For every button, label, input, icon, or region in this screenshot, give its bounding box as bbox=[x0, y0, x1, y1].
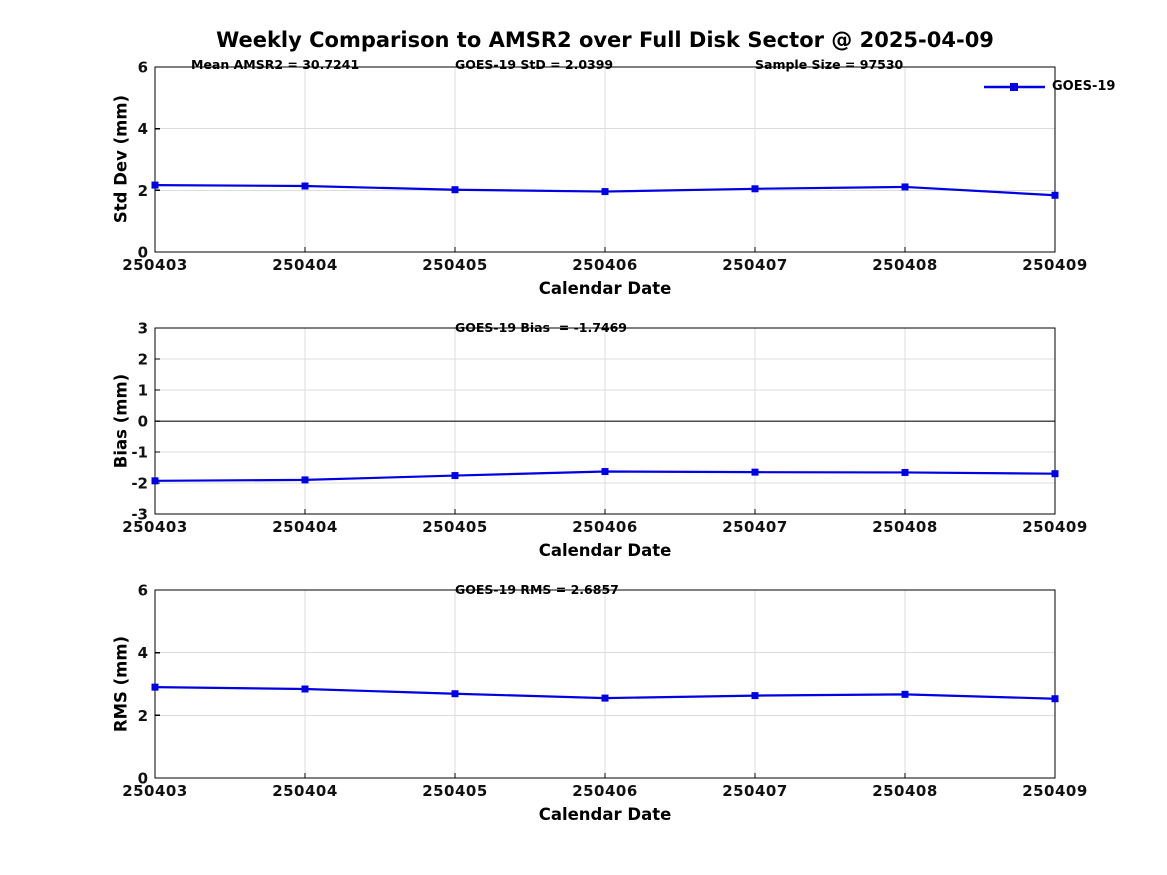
x-tick-label: 250403 bbox=[122, 256, 188, 274]
x-tick-label: 250409 bbox=[1022, 782, 1088, 800]
y-axis-label-bias: Bias (mm) bbox=[111, 373, 131, 469]
figure-title: Weekly Comparison to AMSR2 over Full Dis… bbox=[216, 28, 994, 52]
y-tick-label: -3 bbox=[131, 506, 148, 524]
y-axis-label-rms: RMS (mm) bbox=[111, 635, 131, 733]
data-point-marker bbox=[301, 476, 309, 484]
y-tick-label: 2 bbox=[138, 707, 148, 725]
x-tick-label: 250405 bbox=[422, 518, 488, 536]
y-tick-label: 3 bbox=[138, 320, 148, 338]
data-point-marker bbox=[301, 182, 309, 190]
data-point-marker bbox=[901, 690, 909, 698]
data-point-marker bbox=[1051, 695, 1059, 703]
data-point-marker bbox=[301, 685, 309, 693]
x-tick-label: 250404 bbox=[272, 518, 338, 536]
y-tick-label: 2 bbox=[138, 351, 148, 369]
annotation-goes19-std: GOES-19 StD = 2.0399 bbox=[455, 57, 614, 72]
data-point-marker bbox=[751, 692, 759, 700]
x-tick-label: 250408 bbox=[872, 782, 938, 800]
data-point-marker bbox=[901, 468, 909, 476]
data-point-marker bbox=[451, 690, 459, 698]
y-tick-label: 6 bbox=[138, 59, 148, 77]
y-tick-label: 4 bbox=[138, 644, 148, 662]
data-point-marker bbox=[151, 181, 159, 189]
data-point-marker bbox=[751, 185, 759, 193]
data-point-marker bbox=[901, 183, 909, 191]
data-point-marker bbox=[451, 186, 459, 194]
legend-series-label: GOES-19 bbox=[1052, 79, 1116, 94]
x-tick-label: 250406 bbox=[572, 256, 638, 274]
x-tick-label: 250405 bbox=[422, 256, 488, 274]
x-tick-label: 250406 bbox=[572, 518, 638, 536]
y-tick-label: 0 bbox=[138, 244, 148, 262]
x-tick-label: 250407 bbox=[722, 256, 788, 274]
data-point-marker bbox=[151, 683, 159, 691]
x-tick-label: 250409 bbox=[1022, 518, 1088, 536]
y-tick-label: 4 bbox=[138, 120, 148, 138]
data-point-marker bbox=[451, 472, 459, 480]
annotation-sample-size: Sample Size = 97530 bbox=[755, 57, 904, 72]
y-tick-label: -2 bbox=[131, 475, 148, 493]
y-tick-label: 1 bbox=[138, 382, 148, 400]
annotation-goes19-rms: GOES-19 RMS = 2.6857 bbox=[455, 582, 619, 597]
x-tick-label: 250403 bbox=[122, 518, 188, 536]
x-tick-label: 250405 bbox=[422, 782, 488, 800]
data-point-marker bbox=[1051, 470, 1059, 478]
y-tick-label: 2 bbox=[138, 182, 148, 200]
x-axis-label-calendar-date-1: Calendar Date bbox=[538, 279, 672, 298]
x-tick-label: 250408 bbox=[872, 518, 938, 536]
x-tick-label: 250406 bbox=[572, 782, 638, 800]
legend: GOES-19 bbox=[983, 79, 1115, 94]
y-tick-label: -1 bbox=[131, 444, 148, 462]
x-tick-label: 250407 bbox=[722, 518, 788, 536]
y-tick-label: 6 bbox=[138, 582, 148, 600]
x-tick-label: 250404 bbox=[272, 782, 338, 800]
annotation-goes19-bias: GOES-19 Bias = -1.7469 bbox=[455, 320, 628, 335]
x-tick-label: 250409 bbox=[1022, 256, 1088, 274]
data-point-marker bbox=[601, 468, 609, 476]
data-point-marker bbox=[751, 468, 759, 476]
data-point-marker bbox=[1051, 191, 1059, 199]
legend-line-marker-icon bbox=[984, 82, 1045, 91]
y-tick-label: 0 bbox=[138, 413, 148, 431]
data-point-marker bbox=[151, 477, 159, 485]
y-tick-label: 0 bbox=[138, 770, 148, 788]
x-tick-label: 250404 bbox=[272, 256, 338, 274]
data-point-marker bbox=[601, 188, 609, 196]
y-axis-label-std-dev: Std Dev (mm) bbox=[111, 94, 131, 224]
x-tick-label: 250408 bbox=[872, 256, 938, 274]
annotation-mean-amsr2: Mean AMSR2 = 30.7241 bbox=[191, 57, 360, 72]
x-tick-label: 250407 bbox=[722, 782, 788, 800]
x-tick-label: 250403 bbox=[122, 782, 188, 800]
data-point-marker bbox=[601, 694, 609, 702]
x-axis-label-calendar-date-2: Calendar Date bbox=[538, 541, 672, 560]
x-axis-label-calendar-date-3: Calendar Date bbox=[538, 805, 672, 824]
